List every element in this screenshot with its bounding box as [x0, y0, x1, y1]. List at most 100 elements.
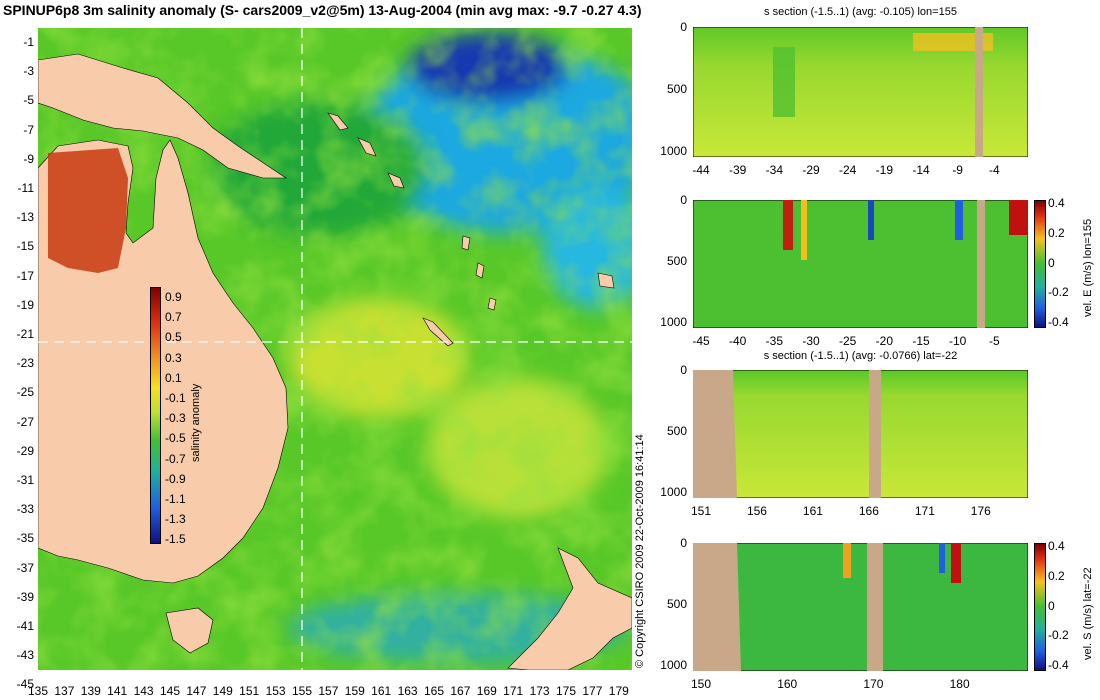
panel1-plot: [693, 27, 1028, 157]
map-colorbar-tick: 0.9: [165, 290, 182, 304]
panel3-land-west: [693, 370, 737, 498]
panel4-y-tick-label: 1000: [660, 657, 687, 672]
copyright-note: © Copyright CSIRO 2009 22-Oct-2009 16:41…: [634, 434, 646, 668]
map-y-tick-label: -15: [16, 239, 34, 254]
map-x-tick-label: 145: [159, 684, 181, 698]
panel4-southward-jet: [843, 543, 851, 578]
panel2-colorbar-tick: 0.2: [1048, 225, 1065, 240]
map-y-tick-label: -41: [16, 619, 34, 633]
panel2-colorbar: [1034, 200, 1046, 328]
panel2-y-tick-label: 500: [666, 253, 687, 268]
map-y-tick-label: -39: [16, 589, 34, 604]
panel4-colorbar-tick: 0.4: [1048, 539, 1065, 553]
panel2-plot: [693, 200, 1028, 328]
map-colorbar-tick: -0.7: [165, 451, 186, 466]
panel2-x-tick-label: -25: [838, 334, 857, 348]
map-colorbar: [150, 287, 161, 544]
map-y-tick-label: -29: [16, 443, 34, 458]
panel1-x-tick-label: -9: [952, 163, 963, 177]
panel1-x-tick-label: -44: [692, 163, 710, 177]
vanuatu-islands: [461, 235, 497, 311]
panel2-westward-core-2: [955, 200, 963, 240]
map-y-tick-label: -21: [16, 327, 34, 341]
map-colorbar-tick: 0.1: [165, 370, 182, 385]
panel3-section: [693, 370, 1028, 498]
map-colorbar-tick: -1.5: [165, 532, 186, 547]
panel3-x-tick-label: 151: [690, 504, 712, 518]
panel1-x-tick-label: -29: [802, 163, 820, 177]
panel4-y-tick-label: 0: [680, 536, 687, 550]
panel4-y-tick-label: 500: [666, 596, 687, 611]
map-colorbar-tick: 0.5: [165, 330, 182, 345]
panel4-colorbar-tick: 0: [1048, 598, 1055, 613]
panel1-x-tick-label: -34: [765, 163, 783, 177]
new-zealand-land: [507, 547, 632, 670]
map-x-tick-label: 165: [423, 684, 445, 698]
panel2-y-tick-label: 0: [680, 193, 687, 207]
panel2-colorbar-tick: -0.4: [1048, 315, 1069, 330]
map-colorbar-tick: -1.3: [165, 512, 186, 527]
tasmania-land: [165, 607, 214, 654]
map-x-tick-label: 163: [397, 684, 418, 698]
map-colorbar-tick: 0.3: [165, 350, 182, 365]
panel1-x-tick-label: -39: [728, 163, 747, 177]
panel3-field: [693, 370, 1028, 498]
map-colorbar-label: salinity anomaly: [190, 383, 202, 462]
map-x-tick-label: 141: [107, 684, 128, 698]
panel1-fresh-column: [773, 47, 795, 117]
map-x-tick-label: 143: [133, 684, 154, 698]
panel2-x-tick-label: -15: [912, 334, 930, 348]
panel4-northward-core: [939, 543, 945, 573]
panel2-colorbar-tick: 0.4: [1048, 196, 1065, 210]
map-x-tick-label: 149: [212, 684, 233, 698]
map-y-tick-label: -27: [16, 414, 34, 429]
panel4-strong-jet: [951, 543, 961, 583]
panel2-colorbar-tick: 0: [1048, 255, 1055, 270]
panel4-colorbar-tick: 0.2: [1048, 568, 1065, 583]
panel4-colorbar-label: vel. S (m/s) lat=-22: [1082, 567, 1094, 660]
panel3-x-tick-label: 166: [858, 504, 879, 518]
map-x-tick-label: 147: [186, 684, 207, 698]
panel1-y-tick-label: 0: [680, 20, 687, 34]
panel3-x-tick-label: 176: [970, 504, 991, 518]
panel3-x-tick-label: 171: [914, 504, 935, 518]
panel3-y-tick-label: 0: [680, 363, 687, 377]
panel2-x-tick-label: -10: [948, 334, 967, 348]
map-y-tick-label: -9: [23, 151, 34, 166]
map-x-tick-label: 179: [608, 684, 629, 698]
map-y-tick-label: -1: [23, 35, 34, 49]
map-y-tick-label: -43: [16, 648, 34, 663]
salinity-map-panel: [38, 28, 632, 670]
panel4-section: [693, 543, 1028, 671]
panel4-colorbar-tick: -0.2: [1048, 628, 1069, 643]
map-y-tick-label: -25: [16, 385, 34, 400]
panel2-field: [693, 200, 1028, 328]
panel2-section: [693, 200, 1028, 328]
map-y-tick-label: -13: [16, 210, 34, 225]
map-x-tick-label: 151: [239, 684, 260, 698]
panel2-x-tick-label: -5: [988, 334, 1000, 348]
panel1-x-tick-label: -24: [838, 163, 857, 177]
gulf-salty-patch: [48, 148, 128, 273]
panel4-x-tick-label: 170: [863, 677, 884, 691]
panel2-x-tick-label: -20: [875, 334, 893, 348]
panel1-land-column: [975, 27, 983, 157]
panel2-stream-b: [801, 200, 807, 260]
panel4-plot: [693, 543, 1028, 671]
map-x-tick-label: 135: [27, 684, 49, 698]
panel2-colorbar-tick: -0.2: [1048, 285, 1069, 300]
panel2-x-tick-label: -45: [692, 334, 710, 348]
map-x-tick-label: 161: [371, 684, 392, 698]
panel2-colorbar-label: vel. E (m/s) lon=155: [1082, 218, 1094, 317]
map-x-tick-label: 159: [344, 684, 365, 698]
panel2-x-tick-label: -40: [728, 334, 747, 348]
map-x-tick-label: 177: [582, 684, 603, 698]
map-y-tick-label: -17: [16, 268, 34, 283]
map-colorbar-tick: -0.1: [165, 391, 186, 405]
map-y-tick-label: -31: [16, 473, 34, 487]
new-caledonia-land: [422, 317, 454, 347]
panel3-y-tick-label: 500: [666, 423, 687, 438]
map-x-tick-label: 137: [54, 684, 75, 698]
map-colorbar-tick: -1.1: [165, 492, 186, 506]
page-title: SPINUP6p8 3m salinity anomaly (S- cars20…: [3, 2, 642, 18]
